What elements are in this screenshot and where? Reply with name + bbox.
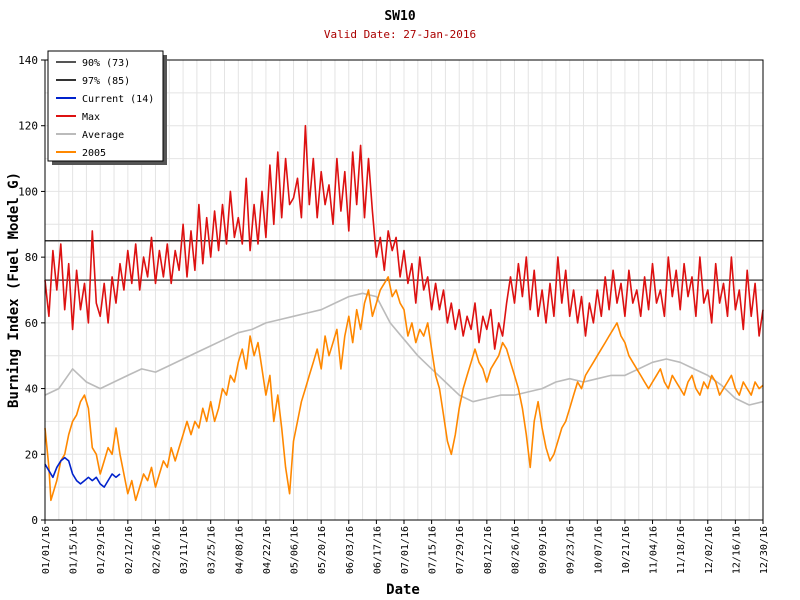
x-axis-label: Date	[386, 582, 420, 598]
y-tick-label: 40	[25, 383, 38, 396]
x-tick-label: 03/25/16	[207, 526, 218, 574]
x-tick-label: 10/21/16	[621, 526, 632, 574]
x-axis-ticks: 01/01/16 01/15/16 01/29/16 02/12/16 02/26/16…	[41, 520, 770, 574]
x-tick-label: 01/15/16	[69, 526, 80, 574]
x-tick-label: 10/07/16	[593, 526, 604, 574]
legend-label: Average	[82, 130, 124, 141]
chart-subtitle: Valid Date: 27-Jan-2016	[324, 28, 476, 41]
x-tick-label: 03/11/16	[179, 526, 190, 574]
x-tick-label: 02/26/16	[151, 526, 162, 574]
y-axis-ticks: 0 20 40 60 80 100 120 140	[18, 54, 45, 527]
y-tick-label: 60	[25, 317, 38, 330]
series-lines	[44, 124, 764, 502]
y-tick-label: 80	[25, 251, 38, 264]
x-tick-label: 12/02/16	[704, 526, 715, 574]
x-tick-label: 08/12/16	[483, 526, 494, 574]
x-tick-label: 12/16/16	[731, 526, 742, 574]
series-line	[44, 276, 764, 502]
y-tick-label: 120	[18, 120, 38, 133]
x-tick-label: 07/29/16	[455, 526, 466, 574]
x-tick-label: 07/01/16	[400, 526, 411, 574]
x-tick-label: 09/23/16	[566, 526, 577, 574]
legend-label: 2005	[82, 148, 106, 159]
chart-title: SW10	[384, 9, 415, 24]
y-tick-label: 140	[18, 54, 38, 67]
y-axis-label: Burning Index (Fuel Model G)	[6, 172, 22, 408]
x-tick-label: 05/06/16	[290, 526, 301, 574]
series-line	[44, 124, 764, 350]
legend-label: Max	[82, 112, 100, 123]
x-tick-label: 01/29/16	[96, 526, 107, 574]
x-tick-label: 08/26/16	[510, 526, 521, 574]
x-tick-label: 09/09/16	[538, 526, 549, 574]
reference-lines	[45, 239, 763, 281]
legend-label: 97% (85)	[82, 76, 130, 87]
x-tick-label: 11/18/16	[676, 526, 687, 574]
x-tick-label: 11/04/16	[649, 526, 660, 574]
legend-box	[47, 50, 164, 162]
y-tick-label: 20	[25, 448, 38, 461]
legend-label: 90% (73)	[82, 58, 130, 69]
x-tick-label: 02/12/16	[124, 526, 135, 574]
x-tick-label: 12/30/16	[759, 526, 770, 574]
x-tick-label: 06/03/16	[345, 526, 356, 574]
y-tick-label: 0	[31, 514, 38, 527]
x-tick-label: 06/17/16	[372, 526, 383, 574]
legend: 90% (73) 97% (85) Current (14) Max Average 20…	[47, 50, 167, 165]
series-line	[44, 456, 121, 488]
x-tick-label: 01/01/16	[41, 526, 52, 574]
x-tick-label: 04/08/16	[234, 526, 245, 574]
y-tick-label: 100	[18, 185, 38, 198]
series-line	[44, 292, 764, 406]
x-tick-label: 04/22/16	[262, 526, 273, 574]
x-tick-label: 05/20/16	[317, 526, 328, 574]
x-tick-label: 07/15/16	[428, 526, 439, 574]
legend-label: Current (14)	[82, 94, 154, 105]
